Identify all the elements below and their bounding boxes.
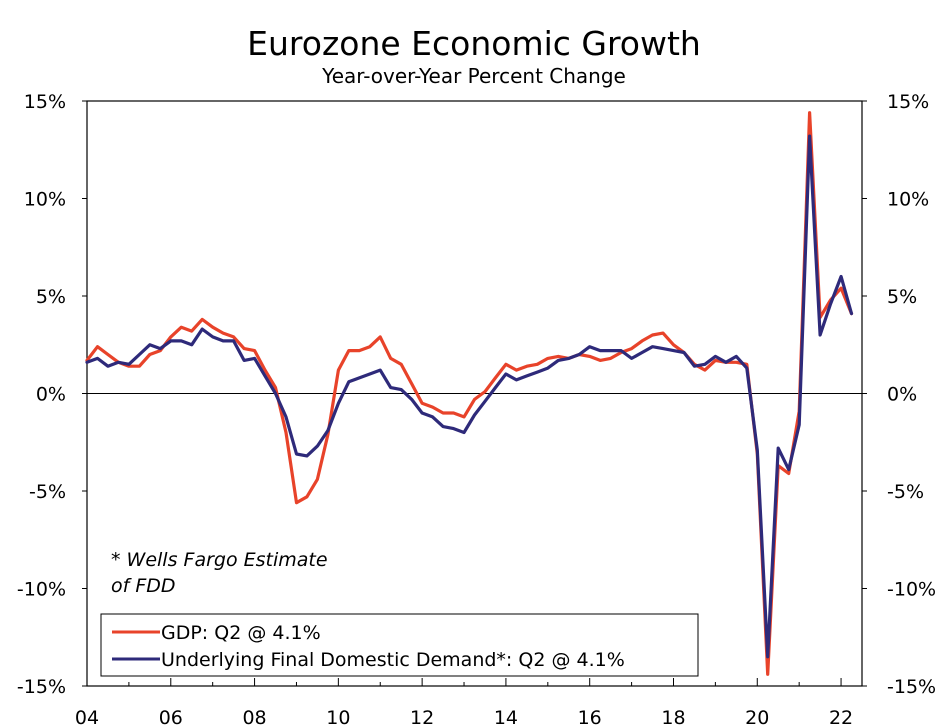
x-tick-label: 16	[578, 707, 602, 727]
x-tick-label: 22	[829, 707, 853, 727]
y-tick-label-left: 0%	[36, 384, 66, 406]
x-tick-label: 10	[326, 707, 350, 727]
y-tick-label-left: -15%	[17, 676, 66, 698]
y-tick-label-right: 10%	[887, 189, 929, 211]
y-axis-left: 15% 10% 5% 0% -5% -10% -15%	[17, 91, 87, 698]
y-tick-label-right: -5%	[887, 481, 924, 503]
chart-title: Eurozone Economic Growth	[247, 24, 701, 63]
y-tick-label-left: 10%	[24, 189, 66, 211]
y-tick-label-left: -10%	[17, 579, 66, 601]
series-layer	[85, 111, 854, 676]
x-tick-label: 20	[745, 707, 769, 727]
legend-label-fdd: Underlying Final Domestic Demand*: Q2 @ …	[161, 649, 625, 671]
legend: GDP: Q2 @ 4.1% Underlying Final Domestic…	[100, 613, 699, 677]
series-line-fdd	[85, 134, 854, 659]
y-tick-label-left: -5%	[29, 481, 66, 503]
y-tick-label-right: -15%	[887, 676, 936, 698]
y-tick-label-right: 0%	[887, 384, 917, 406]
x-tick-label: 04	[75, 707, 99, 727]
x-tick-label: 18	[661, 707, 685, 727]
legend-box	[100, 613, 699, 677]
x-axis: 04 06 08 10 12 14 16 18 20 22	[75, 678, 853, 727]
x-tick-label: 14	[494, 707, 518, 727]
chart-subtitle: Year-over-Year Percent Change	[321, 64, 626, 88]
x-tick-label: 12	[410, 707, 434, 727]
y-tick-label-right: 15%	[887, 91, 929, 113]
y-tick-label-right: 5%	[887, 286, 917, 308]
x-tick-label: 08	[242, 707, 266, 727]
x-tick-label: 06	[159, 707, 183, 727]
y-axis-right: 15% 10% 5% 0% -5% -10% -15%	[862, 91, 936, 698]
annotation-line-2: of FDD	[111, 575, 176, 597]
annotation-line-1: * Wells Fargo Estimate	[111, 549, 328, 571]
y-tick-label-right: -10%	[887, 579, 936, 601]
y-tick-label-left: 15%	[24, 91, 66, 113]
legend-label-gdp: GDP: Q2 @ 4.1%	[161, 622, 321, 644]
y-tick-label-left: 5%	[36, 286, 66, 308]
